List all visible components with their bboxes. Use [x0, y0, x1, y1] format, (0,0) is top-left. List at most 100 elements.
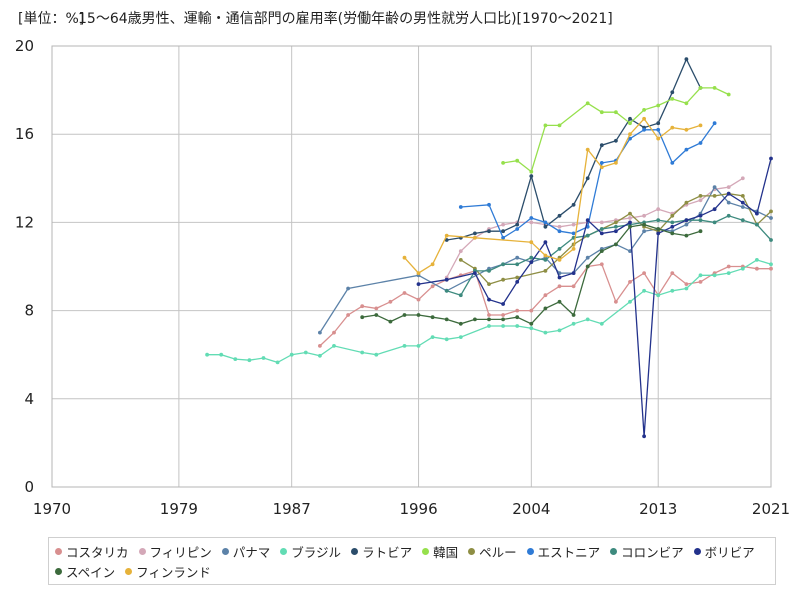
- legend-item: フィリピン: [138, 541, 212, 561]
- data-point: [402, 255, 407, 260]
- data-point: [402, 313, 407, 317]
- data-point: [557, 247, 562, 251]
- data-point: [599, 227, 604, 231]
- data-point: [769, 262, 773, 267]
- legend-label: スペイン: [66, 564, 116, 580]
- data-point: [628, 211, 632, 216]
- data-point: [430, 315, 435, 320]
- line-chart: 0 4 8 12 16 20 1970 1979 1987 1996 2004 2013 2021: [15, 37, 790, 518]
- data-point: [599, 110, 604, 115]
- legend-item: ラトビア: [351, 541, 412, 561]
- data-point: [501, 324, 505, 328]
- data-point: [740, 218, 745, 223]
- data-point: [219, 352, 224, 357]
- data-point: [571, 313, 576, 317]
- data-point: [515, 158, 520, 163]
- data-point: [557, 299, 562, 304]
- data-point: [487, 229, 491, 234]
- data-point: [543, 220, 548, 225]
- data-point: [726, 191, 731, 196]
- data-point: [318, 344, 322, 348]
- data-point: [698, 198, 703, 203]
- data-point: [529, 321, 534, 326]
- data-point: [571, 247, 576, 251]
- data-point: [614, 224, 618, 229]
- data-point: [557, 123, 562, 128]
- data-point: [712, 207, 717, 212]
- data-point: [614, 110, 618, 115]
- data-point: [684, 101, 689, 106]
- data-point: [599, 249, 604, 254]
- series: [444, 213, 773, 298]
- legend-label: コスタリカ: [66, 544, 129, 560]
- data-point: [642, 288, 646, 293]
- data-point: [670, 224, 675, 229]
- series: [458, 121, 717, 240]
- data-point: [684, 147, 689, 152]
- data-point: [543, 240, 548, 245]
- data-point: [698, 213, 703, 218]
- data-point: [557, 275, 562, 280]
- legend-marker: [280, 547, 288, 555]
- data-point: [388, 299, 393, 304]
- legend-item: コロンビア: [610, 541, 684, 561]
- data-point: [642, 213, 646, 218]
- data-point: [712, 273, 717, 278]
- data-point: [360, 350, 365, 355]
- data-point: [473, 317, 477, 322]
- data-point: [712, 185, 717, 190]
- data-point: [332, 330, 336, 335]
- data-point: [642, 229, 646, 234]
- data-point: [289, 352, 294, 357]
- data-point: [543, 258, 548, 262]
- data-point: [670, 288, 675, 293]
- data-point: [275, 360, 280, 365]
- data-point: [515, 280, 520, 284]
- data-point: [444, 233, 449, 238]
- data-point: [515, 275, 520, 280]
- data-point: [769, 216, 773, 220]
- data-point: [769, 238, 773, 242]
- data-point: [247, 358, 252, 363]
- data-point: [529, 308, 534, 313]
- data-point: [374, 306, 379, 311]
- data-point: [402, 291, 407, 295]
- data-point: [487, 282, 491, 286]
- data-point: [543, 293, 548, 298]
- data-point: [585, 218, 590, 223]
- data-point: [543, 330, 548, 335]
- plot-area-border: [51, 45, 772, 488]
- data-point: [515, 227, 520, 231]
- data-point: [444, 238, 449, 242]
- series-lines: [205, 57, 773, 439]
- y-tick-label: 16: [15, 125, 34, 143]
- legend-item: ペルー: [468, 541, 517, 561]
- data-point: [755, 266, 759, 271]
- data-point: [628, 299, 632, 304]
- legend-marker: [422, 547, 430, 555]
- data-point: [684, 286, 689, 291]
- data-point: [740, 205, 745, 209]
- legend-marker: [221, 547, 229, 555]
- legend-item: ブラジル: [280, 541, 341, 561]
- data-point: [755, 258, 759, 262]
- data-point: [585, 233, 590, 238]
- legend-marker: [468, 547, 476, 555]
- x-tick-label: 2004: [512, 500, 550, 518]
- data-point: [571, 271, 576, 275]
- data-point: [529, 220, 534, 225]
- data-point: [501, 262, 505, 267]
- data-point: [656, 121, 661, 126]
- data-point: [656, 136, 661, 141]
- data-point: [599, 231, 604, 236]
- data-point: [487, 313, 491, 317]
- data-point: [642, 116, 646, 121]
- x-tick-label: 2021: [752, 500, 790, 518]
- data-point: [769, 209, 773, 214]
- series-line: [404, 117, 701, 274]
- legend-marker: [693, 547, 701, 555]
- legend-item: スペイン: [55, 561, 115, 581]
- legend-marker: [526, 547, 534, 555]
- data-point: [726, 213, 731, 218]
- legend-marker: [610, 547, 618, 555]
